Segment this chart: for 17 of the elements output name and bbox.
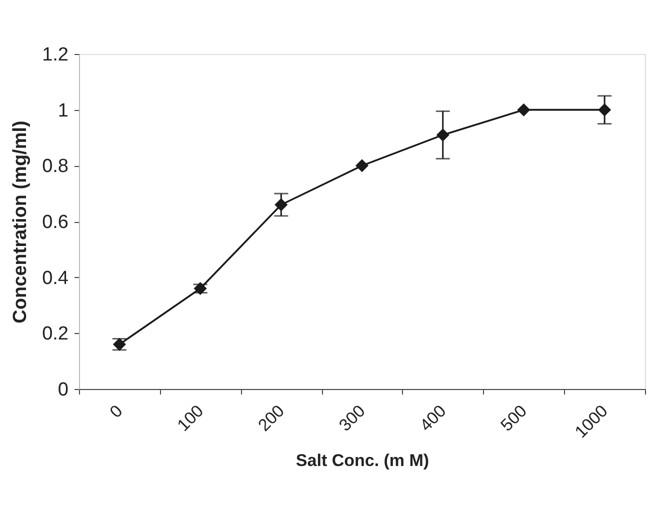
x-tick-label: 500 — [497, 401, 531, 435]
y-tick-label: 0.4 — [42, 268, 69, 289]
y-tick-label: 0.6 — [42, 212, 68, 233]
x-tick-label: 200 — [254, 401, 288, 435]
x-tick-label: 100 — [174, 401, 208, 435]
y-tick-label: 1.2 — [42, 44, 68, 66]
y-tick-label: 0.8 — [42, 156, 68, 178]
y-tick-label: 0 — [58, 380, 68, 400]
y-axis-title: Concentration (mg/ml) — [10, 120, 32, 324]
y-tick-label: 1 — [58, 100, 68, 122]
point — [355, 159, 369, 172]
y-tick-label: 0.2 — [42, 324, 68, 345]
x-tick-label: 0 — [106, 401, 126, 422]
x-axis-title: Salt Conc. (m M) — [296, 450, 430, 470]
x-tick-label: 400 — [416, 401, 450, 435]
x-tick-label: 300 — [335, 401, 369, 435]
point — [517, 103, 530, 116]
